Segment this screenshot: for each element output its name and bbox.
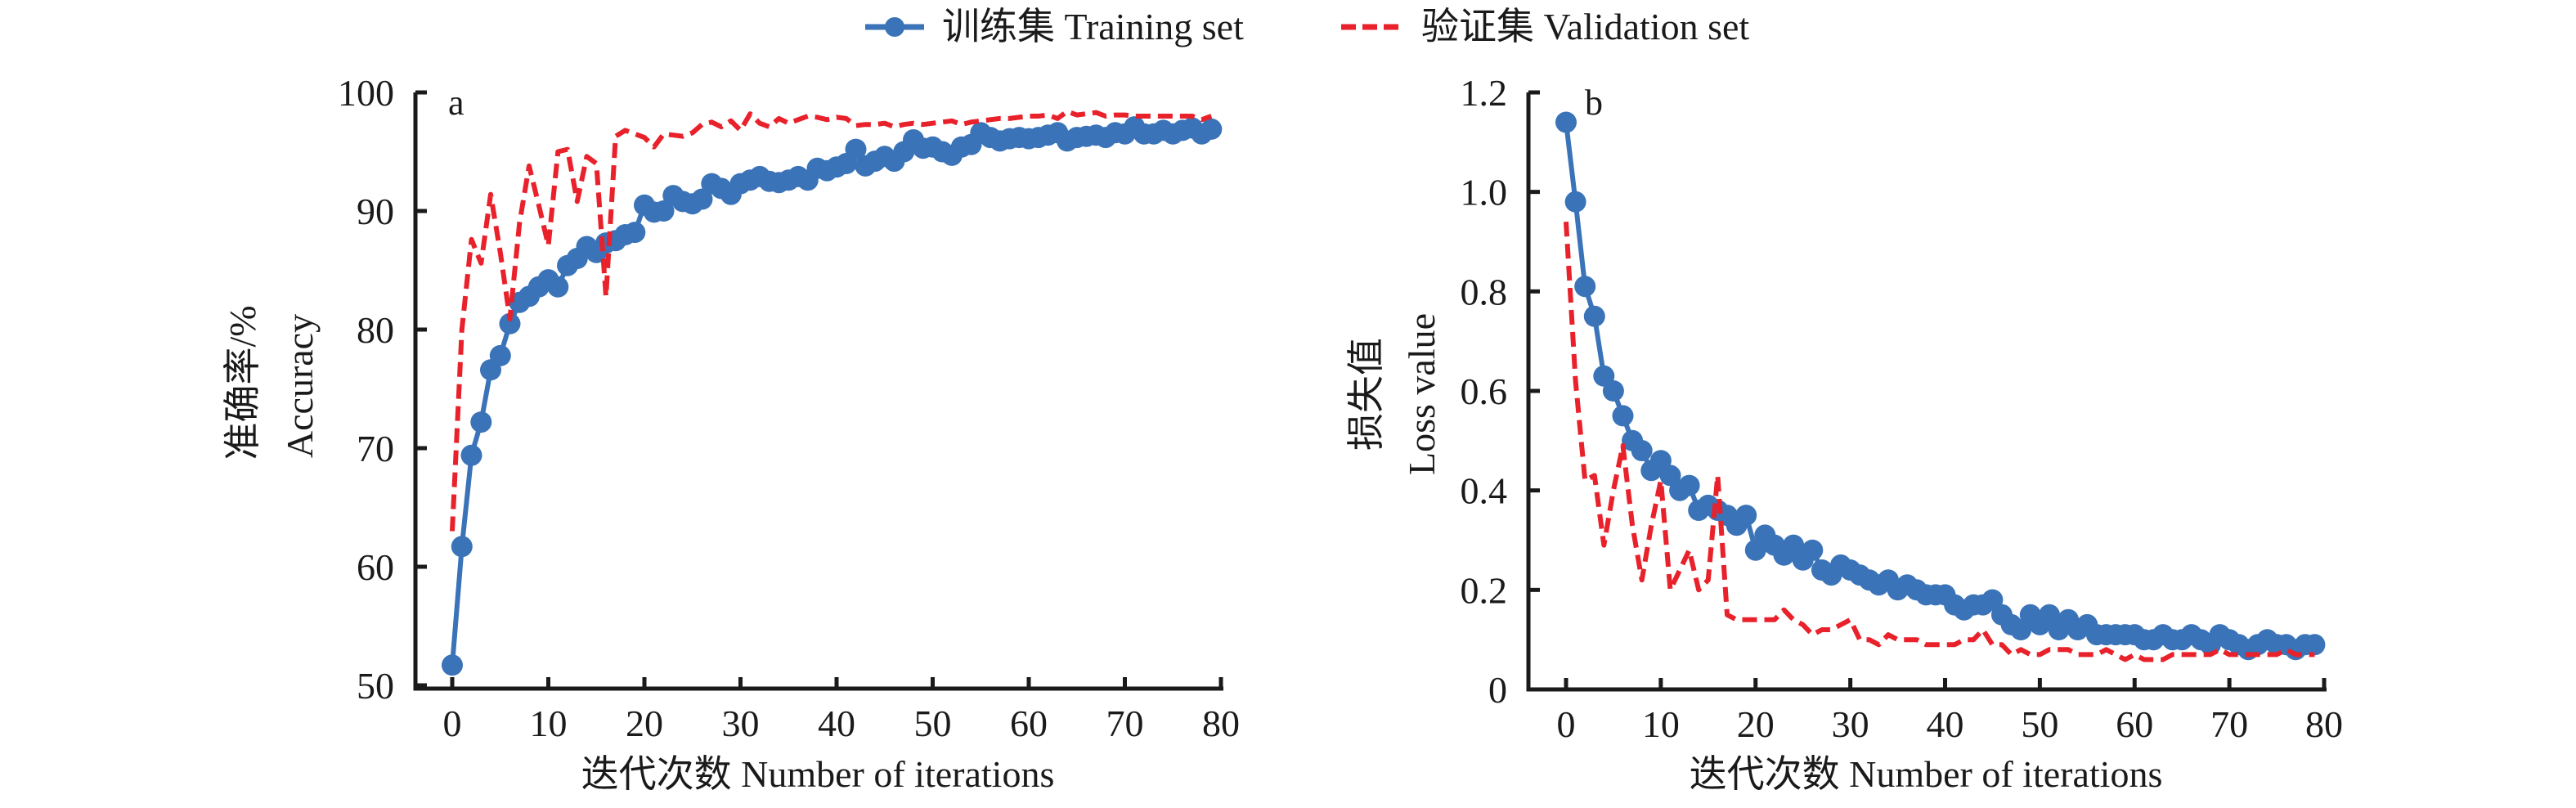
- accuracy-training-point: [624, 222, 646, 244]
- loss-xtick-label: 50: [2021, 703, 2058, 745]
- accuracy-ytick-label: 100: [338, 72, 394, 114]
- accuracy-training-point: [451, 536, 473, 558]
- accuracy-ytick-label: 80: [357, 309, 394, 351]
- panel-label-a: a: [448, 83, 464, 123]
- loss-training-point: [1564, 191, 1586, 213]
- loss-training-line: [1564, 122, 2315, 653]
- accuracy-axis-lines: [413, 92, 1223, 691]
- loss-training-point: [2304, 634, 2326, 656]
- loss-ytick-label: 0.8: [1461, 271, 1508, 312]
- accuracy-training-point: [1200, 118, 1223, 140]
- accuracy-xtick-label: 40: [818, 703, 855, 744]
- loss-xtick-label: 0: [1557, 703, 1576, 745]
- legend-validation-label: 验证集 Validation set: [1421, 6, 1749, 47]
- loss-ylabel-en: Loss value: [1401, 313, 1443, 475]
- loss-training-point: [1735, 505, 1757, 527]
- loss-ytick-label: 0.2: [1461, 569, 1508, 611]
- loss-ytick-label: 1.2: [1461, 72, 1508, 114]
- loss-xtick-label: 40: [1927, 703, 1964, 745]
- accuracy-training-point: [442, 654, 463, 676]
- accuracy-axes: 50 60 70 80 90 100 0 10 20 30 40 50 60 70 80: [338, 72, 1240, 744]
- accuracy-xlabel: 迭代次数 Number of iterations: [581, 753, 1055, 795]
- accuracy-ylabel-en: Accuracy: [279, 314, 321, 458]
- accuracy-ytick-label: 70: [357, 428, 394, 469]
- loss-axes: 0 0.2 0.4 0.6 0.8 1.0 1.2 0 10 20 30 40 50 60 70 80: [1461, 72, 2344, 745]
- legend: 训练集 Training set 验证集 Validation set: [865, 6, 1749, 47]
- loss-ytick-label: 1.0: [1461, 172, 1508, 213]
- accuracy-xtick-label: 30: [722, 703, 760, 744]
- legend-training-label: 训练集 Training set: [942, 6, 1244, 47]
- loss-training-point: [1612, 405, 1634, 427]
- loss-xlabel: 迭代次数 Number of iterations: [1690, 753, 2163, 795]
- accuracy-validation-line: [450, 109, 1213, 532]
- accuracy-training-point: [653, 200, 675, 222]
- accuracy-training-point: [691, 188, 713, 210]
- accuracy-series: [442, 109, 1223, 676]
- loss-training-point: [1602, 380, 1624, 402]
- loss-ytick-label: 0: [1488, 669, 1507, 711]
- accuracy-ytick-label: 90: [357, 191, 394, 232]
- accuracy-training-point: [547, 276, 569, 298]
- loss-ylabel-cn: 损失值: [1345, 338, 1387, 451]
- accuracy-training-point: [460, 444, 482, 466]
- loss-xtick-label: 10: [1642, 703, 1680, 745]
- accuracy-xtick-label: 20: [626, 703, 663, 744]
- accuracy-ytick-label: 50: [357, 665, 394, 707]
- accuracy-training-point: [845, 138, 867, 160]
- loss-chart: 0 0.2 0.4 0.6 0.8 1.0 1.2 0 10 20 30 40 50 60 70 80 b 损…: [1345, 72, 2343, 795]
- accuracy-ytick-label: 60: [357, 546, 394, 588]
- loss-xtick-label: 80: [2305, 703, 2343, 745]
- accuracy-training-point: [489, 344, 511, 366]
- loss-series: [1555, 111, 2326, 662]
- loss-training-point: [1802, 539, 1824, 561]
- accuracy-xtick-label: 80: [1202, 703, 1240, 744]
- accuracy-chart: 50 60 70 80 90 100 0 10 20 30 40 50 60 70 80 a 准确率/% A…: [222, 72, 1240, 795]
- loss-training-point: [1583, 305, 1605, 327]
- loss-xtick-label: 30: [1832, 703, 1869, 745]
- loss-training-point: [1574, 276, 1596, 298]
- loss-validation-line: [1564, 222, 2315, 662]
- loss-ytick-label: 0.6: [1461, 370, 1508, 412]
- accuracy-training-line: [450, 124, 1213, 666]
- accuracy-xtick-label: 60: [1010, 703, 1048, 744]
- accuracy-ylabel-cn: 准确率/%: [222, 305, 263, 460]
- accuracy-xtick-label: 70: [1106, 703, 1144, 744]
- accuracy-xtick-label: 10: [530, 703, 568, 744]
- accuracy-training-point: [499, 312, 521, 334]
- loss-xtick-label: 20: [1737, 703, 1775, 745]
- loss-xtick-label: 70: [2210, 703, 2248, 745]
- panel-label-b: b: [1585, 83, 1603, 123]
- loss-ytick-label: 0.4: [1461, 470, 1508, 512]
- accuracy-xtick-label: 50: [914, 703, 952, 744]
- loss-training-point: [1678, 474, 1700, 496]
- legend-training-marker: [885, 17, 904, 37]
- loss-training-point: [1631, 440, 1653, 461]
- accuracy-training-point: [470, 411, 492, 433]
- loss-training-point: [1555, 111, 1577, 133]
- accuracy-xtick-label: 0: [443, 703, 462, 744]
- loss-xtick-label: 60: [2116, 703, 2153, 745]
